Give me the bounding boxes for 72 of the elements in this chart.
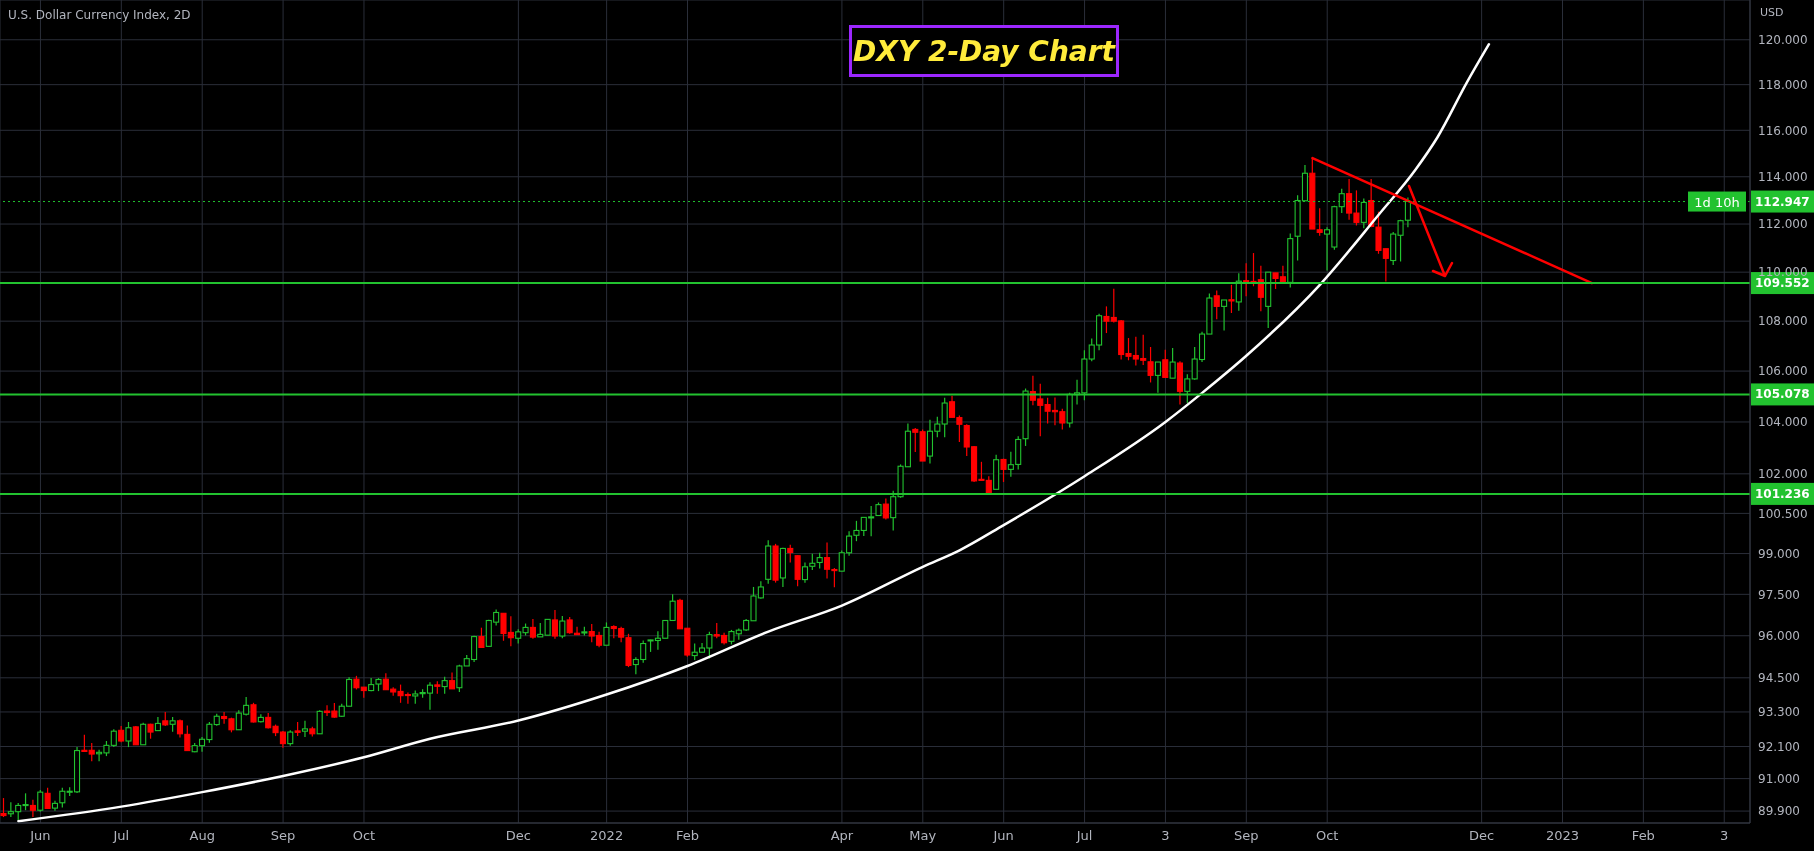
candlestick bbox=[1162, 349, 1169, 378]
x-tick-label: Dec bbox=[1469, 828, 1495, 844]
candlestick bbox=[794, 554, 801, 587]
candlestick bbox=[250, 702, 257, 724]
y-tick-label: 116.000 bbox=[1758, 123, 1808, 138]
y-tick-label: 108.000 bbox=[1758, 314, 1808, 329]
candlestick bbox=[1213, 289, 1220, 320]
annotation: 1d 10h bbox=[1694, 194, 1740, 210]
x-tick-label: Feb bbox=[675, 828, 700, 844]
y-tick-label: 114.000 bbox=[1758, 170, 1808, 185]
candlestick bbox=[37, 789, 44, 813]
candlestick bbox=[125, 721, 132, 748]
ref-line-label: 101.236 bbox=[1755, 486, 1810, 501]
x-tick-label: Jul bbox=[1075, 828, 1093, 844]
candlestick bbox=[1316, 207, 1323, 237]
y-tick-label: 112.000 bbox=[1758, 217, 1808, 232]
ref-line-label: 112.947 bbox=[1755, 194, 1810, 209]
candlestick bbox=[551, 609, 559, 640]
y-tick-label: 102.000 bbox=[1758, 467, 1808, 482]
x-tick-label: May bbox=[909, 828, 937, 844]
candlestick bbox=[176, 718, 184, 739]
candlestick bbox=[941, 397, 948, 438]
x-tick-label: 3 bbox=[1161, 828, 1170, 844]
y-tick-label: 104.000 bbox=[1758, 415, 1808, 430]
candlestick bbox=[59, 787, 66, 809]
x-tick-label: Aug bbox=[189, 828, 215, 844]
y-tick-label: 120.000 bbox=[1758, 33, 1808, 48]
candlestick bbox=[1221, 299, 1228, 332]
y-axis-title: USD bbox=[1760, 6, 1784, 19]
y-tick-label: 92.100 bbox=[1758, 739, 1800, 754]
y-tick-label: 99.000 bbox=[1758, 546, 1800, 561]
candlestick bbox=[1228, 284, 1235, 314]
ref-line-label: 105.078 bbox=[1755, 387, 1810, 402]
text: DXY 2-Day Chart bbox=[849, 25, 1119, 77]
candlestick bbox=[184, 724, 191, 752]
x-tick-label: 3 bbox=[1720, 828, 1729, 844]
x-tick-label: Sep bbox=[1234, 828, 1259, 844]
candlestick bbox=[29, 799, 36, 818]
y-tick-label: 97.500 bbox=[1758, 587, 1800, 602]
candlestick bbox=[882, 497, 889, 521]
y-tick-label: 106.000 bbox=[1758, 364, 1808, 379]
candlestick bbox=[559, 615, 566, 639]
x-tick-label: Oct bbox=[352, 828, 376, 844]
x-tick-label: Sep bbox=[270, 828, 296, 844]
candlestick bbox=[1147, 346, 1154, 384]
x-tick-label: 2023 bbox=[1545, 828, 1580, 844]
candlestick bbox=[1169, 347, 1176, 379]
x-tick-label: Apr bbox=[830, 828, 854, 844]
y-tick-label: 118.000 bbox=[1758, 77, 1808, 92]
candlestick bbox=[301, 720, 309, 738]
candlestick bbox=[0, 797, 7, 818]
x-tick-label: Feb bbox=[1631, 828, 1655, 844]
x-tick-label: 2022 bbox=[590, 828, 624, 844]
y-tick-label: 89.900 bbox=[1758, 804, 1800, 819]
candlestick bbox=[478, 627, 485, 649]
y-tick-label: 100.500 bbox=[1758, 506, 1808, 521]
x-tick-label: Jul bbox=[112, 828, 130, 844]
y-tick-label: 91.000 bbox=[1758, 771, 1800, 786]
y-tick-label: 93.300 bbox=[1758, 705, 1800, 720]
x-tick-label: Oct bbox=[1315, 828, 1339, 844]
candlestick bbox=[603, 621, 610, 646]
candlestick bbox=[316, 709, 323, 735]
candlestick bbox=[529, 618, 536, 640]
text: U.S. Dollar Currency Index, 2D bbox=[8, 8, 191, 22]
x-tick-label: Jun bbox=[992, 828, 1014, 844]
ref-line-label: 109.552 bbox=[1755, 276, 1810, 291]
y-tick-label: 96.000 bbox=[1758, 629, 1800, 644]
candlestick bbox=[132, 725, 139, 746]
candlestick bbox=[140, 722, 147, 746]
x-tick-label: Jun bbox=[29, 828, 51, 844]
y-tick-label: 94.500 bbox=[1758, 671, 1800, 686]
x-tick-label: Dec bbox=[505, 828, 531, 844]
